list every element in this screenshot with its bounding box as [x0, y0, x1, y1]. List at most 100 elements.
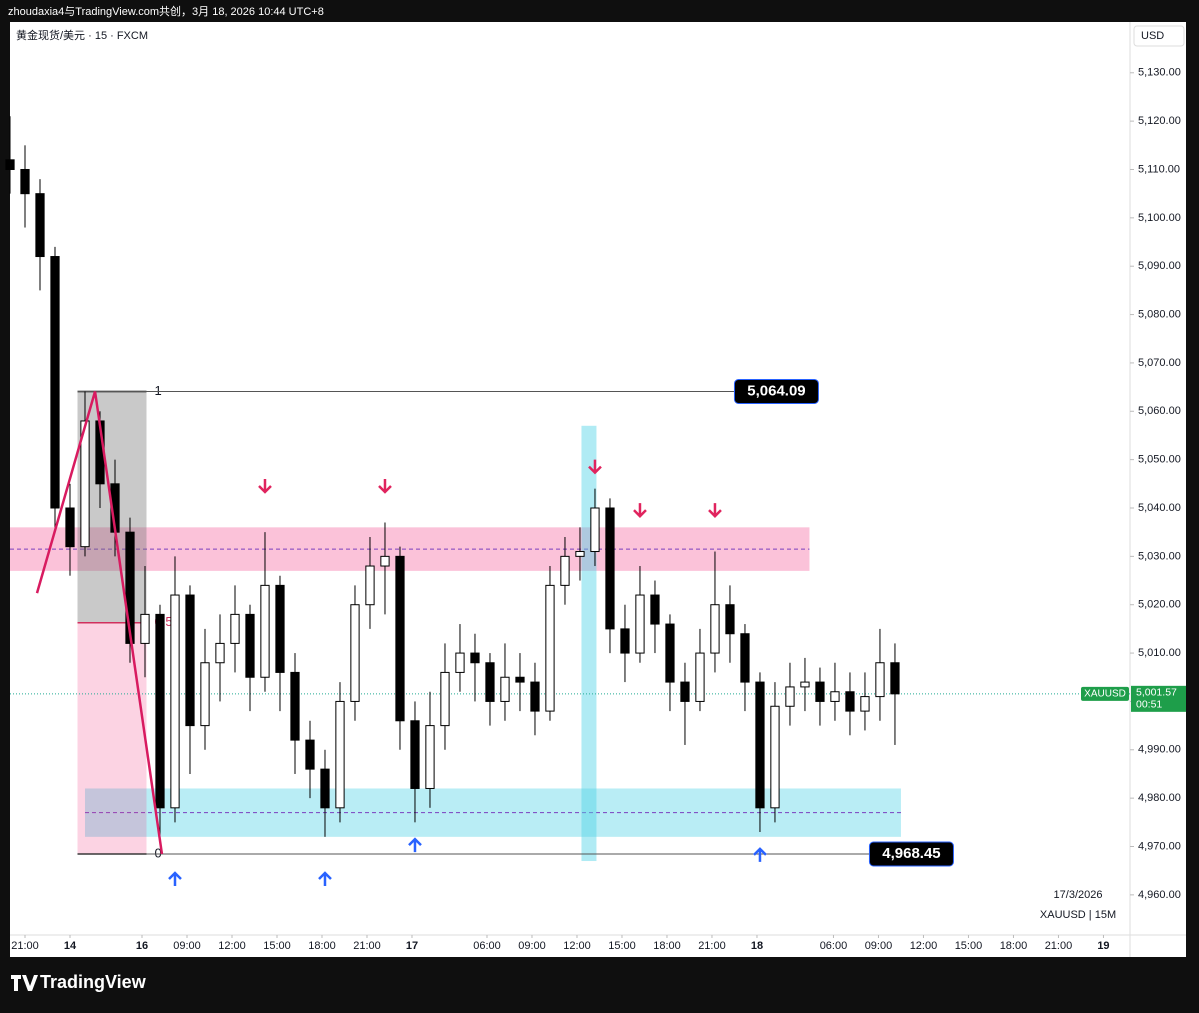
candle-body: [50, 256, 60, 509]
x-tick-label: 17: [406, 940, 418, 952]
candle-body: [515, 676, 525, 683]
candle-body: [35, 193, 45, 258]
x-tick-label: 15:00: [955, 940, 983, 952]
x-tick-label: 06:00: [473, 940, 501, 952]
last-price-box: [1131, 685, 1186, 712]
candle-body: [800, 681, 810, 688]
symbol-tag-box: [1081, 686, 1129, 701]
candle-body: [200, 662, 210, 727]
x-tick-label: 21:00: [698, 940, 726, 952]
candle-body: [650, 594, 660, 625]
candle-body: [140, 613, 150, 644]
candle-body: [215, 642, 225, 664]
candle-body: [425, 725, 435, 789]
countdown: 00:51: [1136, 699, 1162, 711]
y-tick-label: 5,130.00: [1138, 67, 1181, 79]
candle-body: [635, 594, 645, 654]
x-tick-label: 14: [64, 940, 77, 952]
candle-body: [680, 681, 690, 702]
y-tick-label: 4,980.00: [1138, 792, 1181, 804]
x-tick-label: 06:00: [820, 940, 848, 952]
x-tick-label: 09:00: [173, 940, 201, 952]
y-tick-label: 5,120.00: [1138, 115, 1181, 127]
sell-arrow: [378, 478, 392, 494]
y-tick-label: 5,070.00: [1138, 357, 1181, 369]
candle-body: [605, 507, 615, 630]
candle-body: [845, 691, 855, 712]
x-tick-label: 21:00: [11, 940, 39, 952]
y-tick-label: 5,040.00: [1138, 502, 1181, 514]
candle-body: [350, 604, 360, 702]
zigzag: [35, 391, 164, 855]
logo-icon[interactable]: [11, 975, 38, 991]
fib-lower: [77, 622, 147, 855]
sell-arrow: [708, 503, 722, 518]
attribution: zhoudaxia4与TradingView.com共创，3月 18, 2026…: [8, 5, 324, 18]
candle-body: [710, 604, 720, 654]
x-tick-label: 09:00: [518, 940, 546, 952]
candle-body: [740, 633, 750, 683]
date-label: 17/3/2026: [1054, 889, 1103, 901]
candle-body: [290, 671, 300, 741]
currency[interactable]: USD: [1141, 30, 1164, 42]
plot: 10.505,064.094,968.45: [5, 116, 1130, 887]
y-tick-label: 4,990.00: [1138, 744, 1181, 756]
x-tick-label: 18:00: [653, 940, 681, 952]
y-tick-label: 5,090.00: [1138, 260, 1181, 272]
x-tick-label: 18: [751, 940, 763, 952]
candle-body: [305, 739, 315, 770]
candle-body: [335, 700, 345, 809]
price-label-box: [868, 841, 954, 867]
y-tick-label: 5,100.00: [1138, 212, 1181, 224]
candle-body: [155, 613, 165, 809]
last-price-label: 5,001.57: [1136, 687, 1177, 699]
y-tick-label: 5,060.00: [1138, 405, 1181, 417]
x-tick-label: 12:00: [910, 940, 938, 952]
candle-body: [125, 531, 135, 644]
candle-body: [65, 507, 75, 548]
candle-body: [860, 696, 870, 712]
candle-body: [545, 584, 555, 712]
x-tick-label: 12:00: [563, 940, 591, 952]
candle-body: [365, 565, 375, 606]
fib-label: 1: [154, 383, 161, 398]
candle-body: [575, 551, 585, 557]
candle-body: [755, 681, 765, 809]
candle-body: [20, 168, 30, 195]
candle-body: [380, 555, 390, 567]
candle-body: [260, 584, 270, 678]
fib-label: 0: [154, 845, 161, 860]
candle-body: [815, 681, 825, 702]
candle-body: [590, 507, 600, 553]
candle-body: [170, 594, 180, 809]
price-label: 4,968.45: [882, 845, 940, 862]
interval-label: XAUUSD | 15M: [1040, 909, 1116, 921]
candle-body: [695, 652, 705, 702]
candle-body: [485, 662, 495, 702]
candle-body: [785, 686, 795, 707]
candle-body: [245, 613, 255, 678]
x-tick-label: 21:00: [353, 940, 381, 952]
y-tick-label: 4,970.00: [1138, 840, 1181, 852]
candle-body: [410, 720, 420, 789]
logo[interactable]: TradingView: [40, 972, 147, 992]
x-tick-label: 19: [1097, 940, 1109, 952]
candle-body: [875, 662, 885, 698]
candle-body: [500, 676, 510, 702]
currency-box[interactable]: [1133, 25, 1185, 47]
symbol-tag: XAUUSD: [1084, 688, 1126, 699]
buy-arrow: [753, 847, 767, 862]
candle-body: [725, 604, 735, 635]
candle-body: [560, 555, 570, 586]
x-tick-label: 16: [136, 940, 148, 952]
candle-body: [275, 584, 285, 673]
candle-body: [620, 628, 630, 654]
candle-body: [5, 159, 15, 170]
y-tick-label: 5,020.00: [1138, 599, 1181, 611]
candle-body: [395, 555, 405, 722]
candle-body: [320, 768, 330, 809]
x-tick-label: 15:00: [608, 940, 636, 952]
candle-body: [770, 705, 780, 809]
